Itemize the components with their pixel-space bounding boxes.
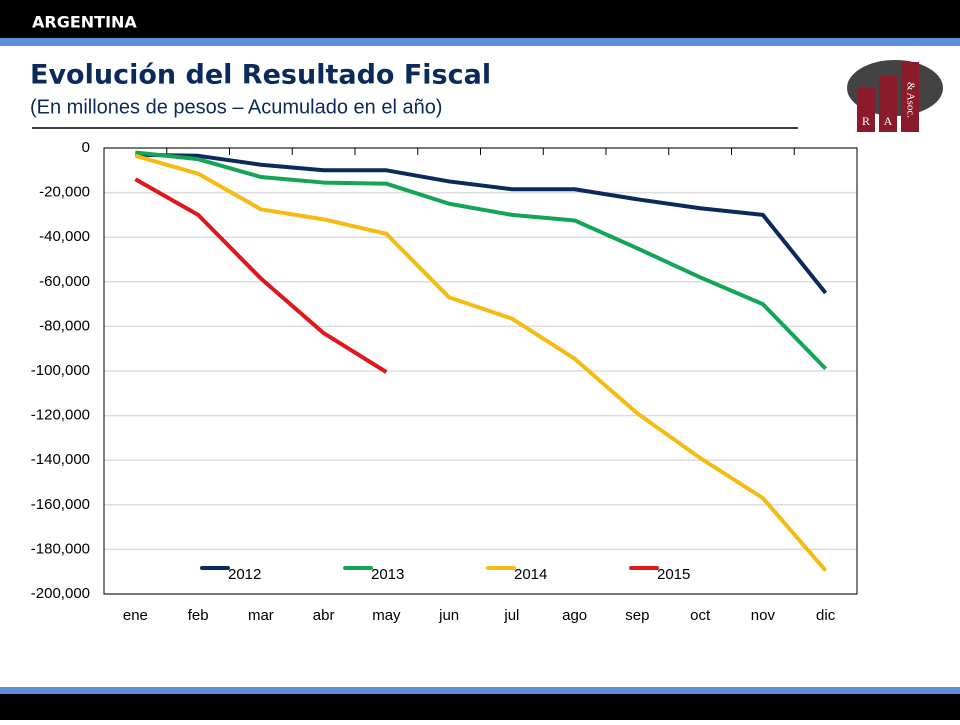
- x-tick-label: ago: [562, 607, 587, 624]
- x-tick-label: may: [372, 607, 401, 624]
- x-tick-label: abr: [313, 607, 335, 624]
- series-line: [135, 152, 828, 295]
- top-stripe: [0, 38, 960, 46]
- logo-text: A: [884, 114, 893, 128]
- legend-label: 2013: [371, 566, 404, 583]
- legend-label: 2014: [514, 566, 547, 583]
- legend-label: 2012: [228, 566, 261, 583]
- chart-subtitle: (En millones de pesos – Acumulado en el …: [30, 96, 442, 118]
- y-tick-label: -40,000: [39, 228, 90, 245]
- legend-label: 2015: [657, 566, 690, 583]
- x-tick-label: jul: [503, 607, 519, 624]
- x-tick-label: mar: [248, 607, 274, 624]
- y-tick-label: -120,000: [31, 407, 90, 424]
- logo: R A & Asoc.: [847, 60, 943, 132]
- y-tick-label: -100,000: [31, 362, 90, 379]
- series-line: [134, 153, 828, 572]
- y-tick-label: -200,000: [31, 585, 90, 602]
- x-tick-label: feb: [188, 607, 209, 624]
- y-tick-label: 0: [82, 139, 90, 156]
- logo-bar: [901, 62, 919, 132]
- y-tick-label: -20,000: [39, 184, 90, 201]
- top-bar: [0, 0, 960, 38]
- y-tick-label: -180,000: [31, 540, 90, 557]
- x-tick-label: oct: [690, 607, 711, 624]
- header: ARGENTINA: [32, 13, 137, 32]
- y-tick-label: -60,000: [39, 273, 90, 290]
- x-tick-label: sep: [625, 607, 649, 624]
- logo-text: R: [862, 114, 870, 128]
- bottom-bar: [0, 694, 960, 720]
- bottom-stripe: [0, 687, 960, 694]
- x-tick-label: nov: [751, 607, 776, 624]
- logo-bar: [879, 76, 897, 132]
- x-tick-label: jun: [438, 607, 459, 624]
- series-line: [135, 150, 828, 371]
- y-tick-label: -140,000: [31, 451, 90, 468]
- plot: 0 -20,000 -40,000 -60,000 -80,000 -100,000 -12…: [31, 139, 858, 624]
- y-tick-label: -80,000: [39, 317, 90, 334]
- logo-text: & Asoc.: [904, 82, 916, 118]
- x-tick-label: ene: [123, 607, 148, 624]
- y-tick-label: -160,000: [31, 496, 90, 513]
- chart-title: Evolución del Resultado Fiscal: [30, 60, 491, 91]
- logo-bar: [857, 88, 875, 132]
- x-tick-label: dic: [816, 607, 836, 624]
- series-line: [134, 177, 388, 374]
